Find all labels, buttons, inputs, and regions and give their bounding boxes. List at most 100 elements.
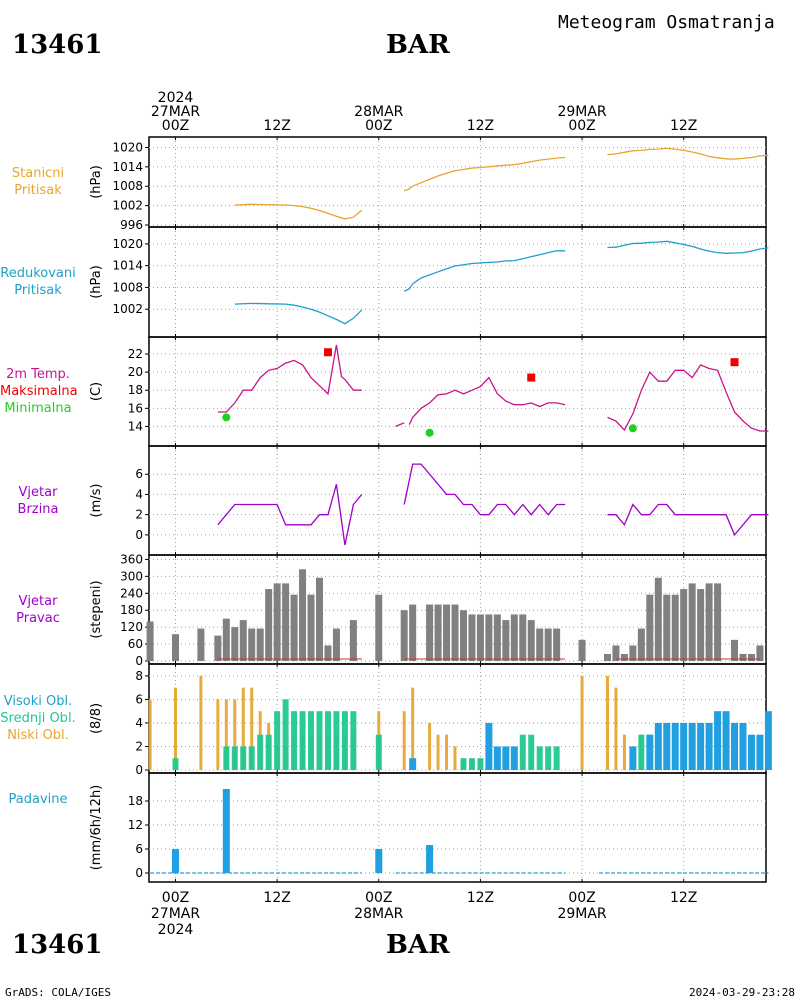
series-line [403,156,566,192]
wind-dir-bar [214,635,222,661]
y-tick-label: 360 [120,552,143,566]
cloud-bar-mid [536,746,543,770]
cloud-bar-mid [172,758,179,770]
cloud-bar-low [580,675,584,770]
precip-bar [222,789,230,873]
wind-dir-bar [697,589,705,661]
wind-dir-bar [307,594,315,661]
panel-label-precipitation: Padavine [8,792,68,807]
wind-dir-bar [739,653,747,661]
y-tick-label: 4 [135,487,143,501]
series-line [234,302,363,325]
time-label-top: 12Z [467,118,494,134]
cloud-bar-low [148,699,152,770]
time-label-top: 2024 [158,90,194,106]
cloud-bar-high [722,711,730,770]
time-label-top: 29MAR [557,104,606,120]
cloud-bar-mid [308,711,315,770]
cloud-bar-high [688,722,696,770]
unit-label: (m/s) [89,484,104,518]
wind-dir-bar [197,628,205,661]
credit-text: GrADS: COLA/IGES [5,986,111,999]
wind-dir-bar [680,589,688,661]
y-tick-label: 18 [128,794,143,808]
panel-reduced_pressure: 1002 1008 1014 1020 (hPa) [89,226,769,338]
time-label-top: 00Z [568,118,595,134]
cloud-bar-mid [333,711,340,770]
panel-frame [148,772,767,883]
time-label-top: 28MAR [354,104,403,120]
y-tick-label: 8 [135,669,143,683]
y-tick-label: 22 [128,347,143,361]
timestamp-text: 2024-03-29-23:28 [689,986,795,999]
cloud-bar-low [622,734,626,770]
cloud-bar-mid [350,711,357,770]
wind-dir-bar [459,610,467,661]
station-id-top: 13461 [12,30,103,60]
panel-label-wind_speed: Brzina [17,501,59,517]
time-label-top: 00Z [365,118,392,134]
cloud-bar-low [250,687,254,770]
max-temp-marker [527,373,536,382]
y-tick-label: 6 [135,692,143,706]
y-tick-label: 0 [135,654,143,668]
max-temp-marker [730,358,739,367]
time-label-bottom: 00Z [162,890,189,906]
panel-label-wind_direction: Pravac [16,610,60,626]
station-id-bottom: 13461 [12,930,103,960]
wind-dir-bar [265,589,273,661]
cloud-bar-mid [545,746,552,770]
wind-dir-bar [620,653,628,661]
cloud-bar-mid [477,758,484,770]
series-line [217,484,363,546]
y-tick-label: 18 [128,383,143,397]
series-line [607,364,769,432]
unit-label: (8/8) [89,703,104,734]
wind-dir-bar [248,628,256,661]
y-tick-label: 1008 [112,280,143,294]
wind-dir-bar [536,628,544,661]
y-tick-label: 1020 [112,237,143,251]
cloud-bar-mid [257,734,264,770]
y-tick-label: 6 [135,467,143,481]
panel-label-wind_direction: Vjetar [18,593,58,609]
y-tick-label: 240 [120,586,143,600]
wind-dir-bar [493,614,501,661]
panel-wind_speed: 0 2 4 6 (m/s) [89,445,769,556]
station-name-bottom: BAR [386,930,450,960]
cloud-bar-low [199,675,203,770]
cloud-bar-high [739,722,747,770]
cloud-bar-high [493,746,501,770]
cloud-bar-high [485,722,493,770]
wind-dir-bar [222,618,230,661]
cloud-bar-high [714,711,722,770]
panel-temperature: 14 16 18 20 22 (C) [89,336,769,447]
wind-dir-bar [231,627,239,661]
wind-dir-bar [731,639,739,661]
cloud-bar-low [428,722,432,770]
wind-dir-bar [324,645,332,661]
min-temp-marker [628,424,637,433]
wind-dir-bar [485,614,493,661]
wind-dir-bar [603,653,611,661]
y-tick-label: 14 [128,419,143,433]
panel-label-wind_speed: Vjetar [18,484,58,500]
wind-dir-bar [172,634,179,661]
cloud-bar-high [654,722,662,770]
cloud-bar-high [764,711,772,770]
panel-frame [148,445,767,556]
series-line [408,376,566,425]
cloud-bar-mid [468,758,475,770]
wind-dir-bar [578,639,586,661]
wind-dir-bar [290,594,298,661]
cloud-bar-high [756,734,764,770]
panel-precipitation: 0 6 12 18 (mm/6h/12h) [89,772,769,883]
panel-label-clouds: Visoki Obl. [3,694,73,709]
wind-dir-bar [273,583,281,661]
series-line [403,463,566,516]
y-tick-label: 4 [135,716,143,730]
wind-dir-bar [705,583,713,661]
panel-station_pressure: 996 1002 1008 1014 1020 (hPa) [89,136,769,232]
y-tick-label: 1002 [112,302,143,316]
